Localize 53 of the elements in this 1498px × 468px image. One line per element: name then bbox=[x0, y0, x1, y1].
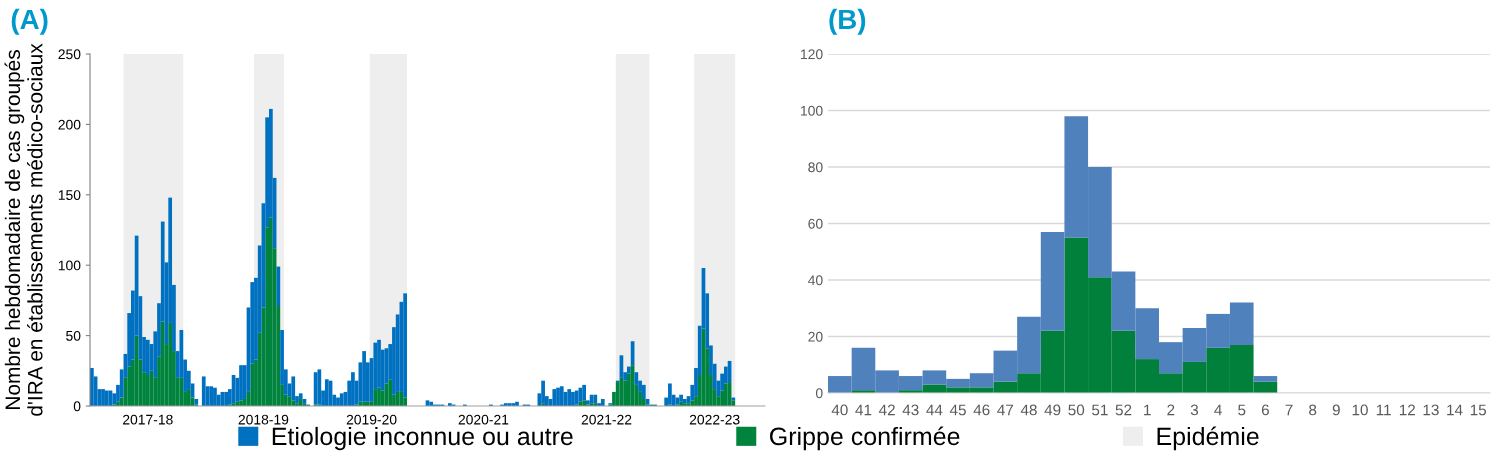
y-tick-label: 80 bbox=[808, 162, 823, 173]
x-tick-label: 12 bbox=[1399, 404, 1415, 416]
x-tick-label: 49 bbox=[1044, 404, 1061, 416]
y-tick-label: 20 bbox=[808, 331, 823, 342]
y-tick-label: 150 bbox=[58, 190, 81, 200]
chart-title: (A) bbox=[11, 8, 48, 35]
x-tick-label: 14 bbox=[1447, 404, 1463, 416]
x-tick-label: 45 bbox=[949, 404, 966, 416]
x-tick-label: 6 bbox=[1261, 404, 1269, 416]
x-tick-label: 2018-19 bbox=[238, 414, 289, 425]
x-tick-label: 44 bbox=[926, 404, 943, 416]
y-tick-label: 200 bbox=[58, 119, 81, 130]
x-tick-label: 52 bbox=[1115, 404, 1132, 416]
y-axis-title: Nombre hebdomadaire de cas groupés d'IRA en établissements médico-sociaux bbox=[4, 43, 43, 416]
x-tick-label: 10 bbox=[1352, 404, 1368, 416]
y-tick-label: 60 bbox=[808, 218, 823, 229]
x-tick-label: 11 bbox=[1376, 404, 1391, 416]
x-tick-label: 7 bbox=[1285, 404, 1293, 416]
x-tick-label: 2017-18 bbox=[123, 414, 173, 425]
x-tick-label: 43 bbox=[902, 404, 919, 416]
chart-title: (B) bbox=[829, 8, 866, 35]
x-tick-label: 9 bbox=[1332, 404, 1340, 416]
x-tick-label: 3 bbox=[1190, 404, 1199, 416]
x-tick-label: 2022-23 bbox=[689, 414, 740, 425]
y-tick-label: 40 bbox=[808, 275, 823, 286]
x-tick-label: 15 bbox=[1470, 404, 1487, 416]
x-tick-label: 47 bbox=[997, 404, 1014, 416]
x-tick-label: 4 bbox=[1214, 404, 1222, 416]
x-tick-label: 2019-20 bbox=[346, 414, 397, 425]
y-tick-label: 100 bbox=[58, 260, 81, 271]
y-tick-label: 250 bbox=[58, 49, 81, 60]
x-tick-label: 40 bbox=[831, 404, 848, 416]
x-tick-label: 46 bbox=[973, 404, 990, 416]
legend-label: Etiologie inconnue ou autre bbox=[272, 426, 573, 451]
x-tick-label: 48 bbox=[1020, 404, 1037, 416]
x-tick-label: 2021-22 bbox=[581, 414, 632, 425]
x-tick-label: 8 bbox=[1309, 404, 1317, 416]
y-tick-label: 120 bbox=[801, 49, 823, 60]
x-tick-label: 50 bbox=[1068, 404, 1085, 416]
y-tick-label: 50 bbox=[66, 330, 81, 341]
x-tick-label: 51 bbox=[1092, 404, 1108, 416]
x-tick-label: 2 bbox=[1167, 404, 1175, 416]
y-tick-label: 0 bbox=[73, 401, 81, 412]
x-tick-label: 42 bbox=[878, 404, 895, 416]
legend-label: Grippe confirmée bbox=[770, 426, 960, 451]
text: Epidémie bbox=[1157, 426, 1259, 451]
x-tick-label: 5 bbox=[1238, 404, 1246, 416]
y-tick-label: 100 bbox=[801, 105, 823, 116]
y-tick-label: 0 bbox=[815, 388, 823, 399]
x-tick-label: 41 bbox=[855, 404, 872, 416]
x-tick-label: 2020-21 bbox=[458, 414, 509, 425]
x-tick-label: 13 bbox=[1423, 404, 1439, 416]
x-tick-label: 1 bbox=[1144, 404, 1151, 416]
